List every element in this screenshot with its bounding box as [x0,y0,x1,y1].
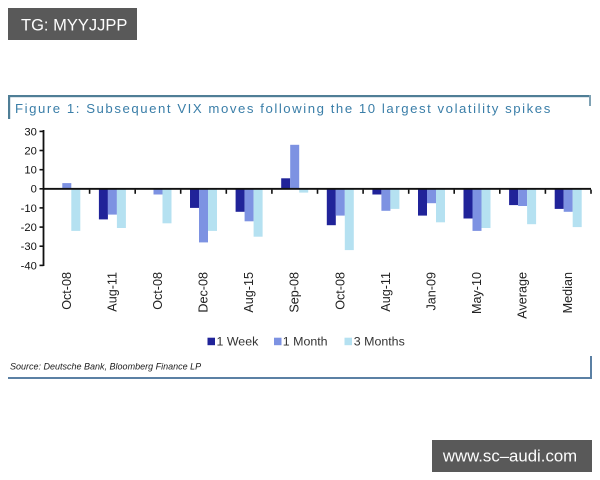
svg-text:Average: Average [516,272,530,319]
svg-text:3 Months: 3 Months [354,334,405,348]
svg-text:Aug-11: Aug-11 [105,272,119,312]
svg-text:10: 10 [24,165,36,177]
svg-text:Oct-08: Oct-08 [333,272,347,310]
svg-text:Median: Median [561,272,575,313]
svg-text:Jan-09: Jan-09 [425,272,439,311]
svg-text:TG: MYYJJPP: TG: MYYJJPP [21,17,127,35]
svg-text:Source: Deutsche Bank, Bloombe: Source: Deutsche Bank, Bloomberg Finance… [10,362,201,372]
svg-text:1 Week: 1 Week [217,334,260,348]
svg-text:30: 30 [24,126,36,138]
svg-text:Aug-15: Aug-15 [242,272,256,313]
svg-text:-30: -30 [21,241,37,253]
svg-text:www.sc–audi.com: www.sc–audi.com [442,447,577,466]
svg-text:Oct-08: Oct-08 [151,272,165,310]
svg-text:Figure 1: Subsequent VIX moves: Figure 1: Subsequent VIX moves following… [15,101,552,116]
svg-text:May-10: May-10 [470,272,484,314]
svg-text:Oct-08: Oct-08 [60,272,74,310]
svg-text:Sep-08: Sep-08 [288,272,302,313]
svg-text:-20: -20 [21,222,37,234]
svg-text:Dec-08: Dec-08 [197,272,211,313]
svg-text:-40: -40 [21,260,37,272]
svg-text:Aug-11: Aug-11 [379,272,393,312]
svg-text:-10: -10 [21,203,37,215]
svg-text:20: 20 [24,145,36,157]
svg-text:1 Month: 1 Month [283,334,328,348]
svg-text:0: 0 [31,184,37,196]
